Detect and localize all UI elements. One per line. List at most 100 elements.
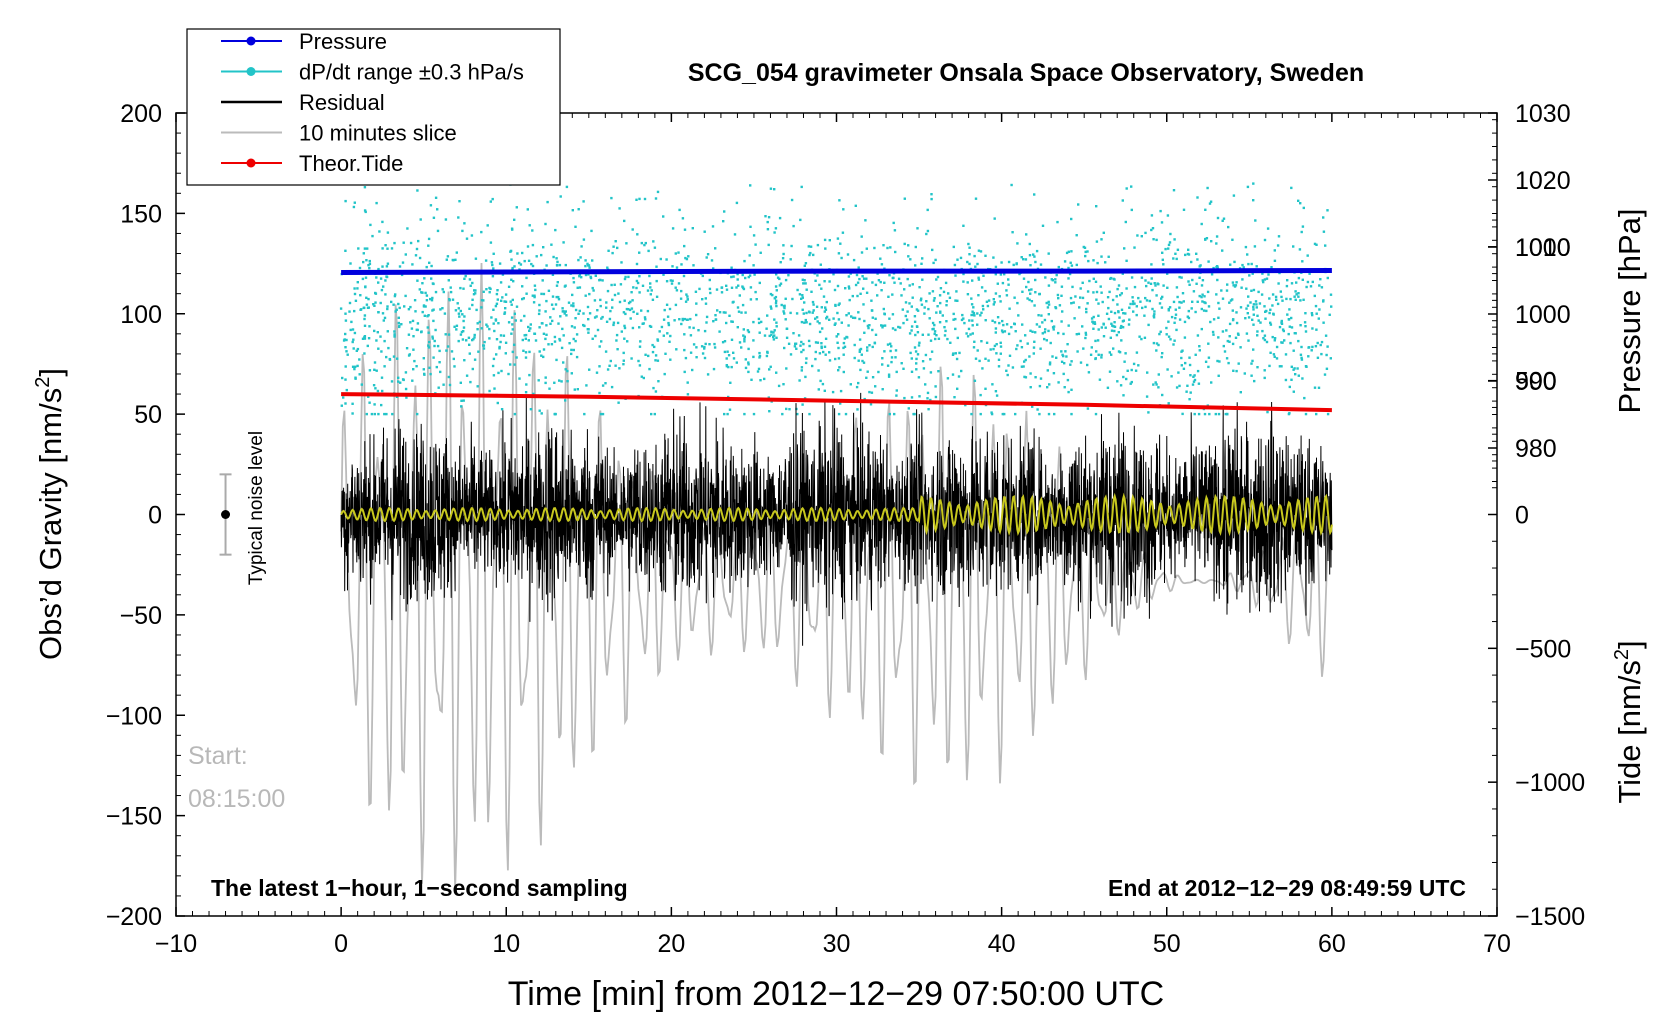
dpdt-point [365, 259, 368, 262]
dpdt-point [574, 339, 577, 343]
dpdt-point [1016, 242, 1019, 245]
dpdt-point [1227, 225, 1230, 229]
dpdt-point [567, 301, 571, 304]
dpdt-point [452, 357, 455, 361]
dpdt-point [662, 273, 665, 276]
dpdt-point [592, 289, 595, 292]
dpdt-point [1170, 375, 1173, 378]
dpdt-point [486, 325, 489, 328]
dpdt-point [605, 306, 608, 309]
dpdt-point [1217, 316, 1220, 319]
dpdt-point [614, 364, 617, 367]
dpdt-point [1304, 312, 1307, 315]
dpdt-point [824, 247, 827, 250]
dpdt-point [1206, 290, 1210, 294]
y-tide-tick-label: 0 [1515, 502, 1529, 530]
dpdt-point [1145, 395, 1149, 398]
dpdt-point [361, 277, 365, 281]
dpdt-point [643, 197, 647, 201]
dpdt-point [495, 292, 499, 296]
dpdt-point [808, 253, 811, 257]
dpdt-point [1273, 249, 1276, 252]
dpdt-point [722, 220, 725, 223]
dpdt-point [1150, 263, 1153, 266]
dpdt-point [1116, 287, 1119, 291]
dpdt-point [501, 296, 504, 299]
dpdt-point [744, 358, 747, 361]
x-axis-label: Time [min] from 2012−12−29 07:50:00 UTC [508, 975, 1164, 1013]
dpdt-point [632, 310, 635, 314]
dpdt-point [1273, 259, 1277, 262]
dpdt-point [1290, 316, 1293, 320]
dpdt-point [1216, 216, 1220, 220]
dpdt-point [1273, 339, 1276, 342]
dpdt-point [363, 324, 367, 327]
dpdt-point [1267, 273, 1270, 276]
dpdt-point [1297, 276, 1301, 280]
dpdt-point [766, 351, 769, 354]
dpdt-point [1087, 259, 1090, 263]
dpdt-point [970, 297, 973, 300]
dpdt-point [457, 312, 461, 315]
dpdt-point [956, 258, 959, 261]
dpdt-point [984, 387, 987, 390]
dpdt-point [1025, 285, 1028, 289]
dpdt-point [1005, 323, 1009, 326]
dpdt-point [920, 297, 923, 300]
y-pressure-tick-label: 1020 [1515, 167, 1571, 195]
dpdt-point [674, 252, 677, 255]
dpdt-point [565, 185, 569, 189]
dpdt-point [817, 388, 820, 391]
dpdt-point [648, 274, 651, 278]
y-tide-tick-label: −1500 [1515, 903, 1585, 931]
dpdt-point [447, 375, 451, 379]
dpdt-point [913, 320, 917, 323]
dpdt-point [1182, 208, 1186, 211]
dpdt-point [1180, 364, 1183, 367]
dpdt-point [754, 290, 757, 294]
dpdt-point [509, 250, 512, 253]
dpdt-point [840, 256, 843, 260]
dpdt-point [666, 332, 669, 335]
dpdt-point [1252, 323, 1255, 326]
dpdt-point [895, 370, 898, 374]
dpdt-point [789, 353, 793, 356]
dpdt-point [663, 308, 666, 312]
dpdt-point [895, 389, 898, 392]
dpdt-point [870, 299, 873, 302]
noise-center-dot [221, 510, 231, 519]
dpdt-point [1165, 333, 1168, 336]
dpdt-point [533, 294, 536, 297]
dpdt-point [680, 263, 683, 266]
dpdt-point [883, 350, 886, 353]
dpdt-point [954, 352, 957, 355]
dpdt-point [638, 364, 642, 367]
dpdt-point [914, 245, 917, 249]
dpdt-point [1074, 295, 1077, 298]
dpdt-point [1160, 297, 1163, 300]
dpdt-point [1047, 303, 1051, 306]
dpdt-point [427, 331, 430, 334]
dpdt-point [1144, 296, 1147, 300]
dpdt-point [837, 333, 840, 336]
dpdt-point [605, 320, 609, 323]
dpdt-point [966, 260, 969, 264]
dpdt-point [524, 337, 527, 340]
dpdt-point [955, 290, 958, 293]
dpdt-point [1276, 302, 1280, 306]
dpdt-point [618, 367, 621, 370]
dpdt-point [1279, 290, 1282, 293]
dpdt-point [1212, 266, 1215, 270]
dpdt-point [572, 276, 575, 280]
dpdt-point [1150, 214, 1154, 217]
dpdt-point [564, 310, 567, 313]
dpdt-point [1152, 341, 1156, 345]
dpdt-point [730, 266, 733, 269]
y-axis-label-pressure: Pressure [hPa] [1612, 208, 1647, 413]
dpdt-point [1108, 351, 1111, 354]
dpdt-point [728, 314, 731, 317]
dpdt-point [994, 292, 998, 295]
dpdt-point [584, 294, 587, 297]
dpdt-point [801, 403, 804, 406]
dpdt-point [1310, 349, 1313, 352]
